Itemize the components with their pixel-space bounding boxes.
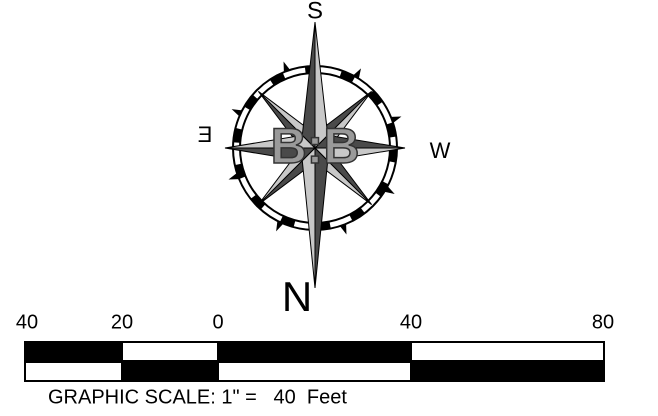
scale-segment xyxy=(217,341,412,362)
east-label: E xyxy=(198,122,213,147)
west-label: W xyxy=(430,138,451,163)
scale-bar xyxy=(24,341,605,382)
scale-label: 40 xyxy=(400,311,422,333)
scale-caption: GRAPHIC SCALE: 1" = 40 Feet xyxy=(48,386,347,408)
ring-marker xyxy=(390,116,402,124)
ring-marker xyxy=(276,220,284,232)
ring-marker xyxy=(231,109,243,117)
scale-label: 40 xyxy=(16,311,38,333)
compass-rose: B:B xyxy=(224,21,406,289)
scale-segment xyxy=(24,361,123,382)
scale-segment xyxy=(410,361,605,382)
scale-segment xyxy=(410,341,605,362)
ring-marker xyxy=(339,223,347,235)
logo: B:B xyxy=(271,118,360,174)
scale-segment xyxy=(121,361,219,382)
star-point xyxy=(314,21,329,150)
ring-marker xyxy=(384,186,395,194)
scale-label: 20 xyxy=(111,311,133,333)
scale-segment xyxy=(24,341,123,362)
north-label: N xyxy=(282,273,312,320)
ring-marker xyxy=(228,172,240,180)
south-label: S xyxy=(307,0,323,24)
ring-marker xyxy=(283,61,291,73)
scale-label: 0 xyxy=(212,311,223,333)
scale-segment xyxy=(217,361,412,382)
star-point xyxy=(301,146,316,289)
scale-segment xyxy=(121,341,219,362)
scale-label: 80 xyxy=(592,311,614,333)
ring-marker xyxy=(353,68,361,79)
